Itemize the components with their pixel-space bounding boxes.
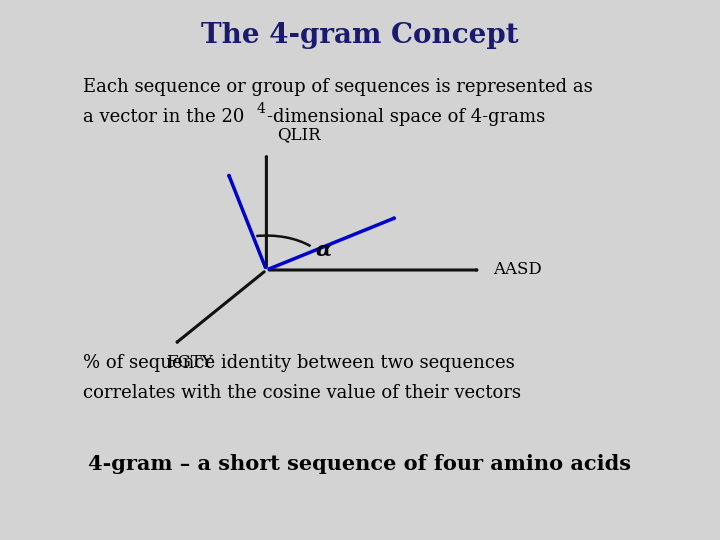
Text: 4-gram – a short sequence of four amino acids: 4-gram – a short sequence of four amino … [89,454,631,474]
Text: FGTY: FGTY [166,354,212,370]
Text: α: α [315,239,331,260]
Text: 4: 4 [257,102,266,116]
Text: correlates with the cosine value of their vectors: correlates with the cosine value of thei… [83,384,521,402]
Text: AASD: AASD [493,261,542,279]
Text: % of sequence identity between two sequences: % of sequence identity between two seque… [83,354,515,372]
Text: a vector in the 20: a vector in the 20 [83,108,244,126]
Text: -dimensional space of 4-grams: -dimensional space of 4-grams [267,108,545,126]
Text: Each sequence or group of sequences is represented as: Each sequence or group of sequences is r… [83,78,593,96]
Text: The 4-gram Concept: The 4-gram Concept [201,22,519,49]
Text: QLIR: QLIR [277,126,321,143]
